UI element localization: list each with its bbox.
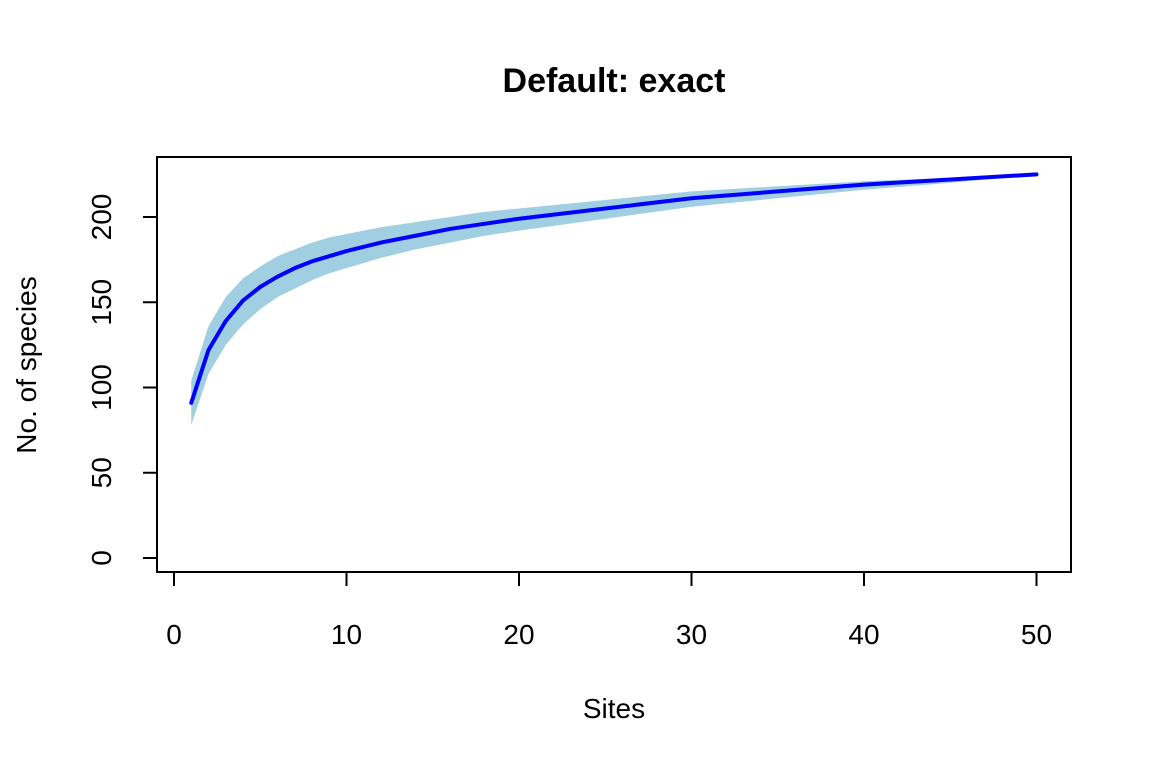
x-tick-label: 0	[166, 619, 182, 650]
x-tick-label: 20	[503, 619, 534, 650]
y-tick-label: 100	[86, 364, 117, 411]
chart-title: Default: exact	[503, 62, 726, 100]
x-tick-label: 50	[1021, 619, 1052, 650]
confidence-band	[191, 174, 1037, 426]
x-axis-label: Sites	[583, 693, 645, 724]
x-axis: 0 10 20 30 40 50	[166, 571, 1052, 650]
y-axis: 0 50 100 150 200	[86, 194, 158, 566]
y-axis-label: No. of species	[11, 276, 42, 453]
x-tick-label: 40	[848, 619, 879, 650]
plot-area-frame	[156, 156, 1072, 573]
y-tick-label: 0	[86, 550, 117, 566]
data-layer	[189, 172, 1039, 426]
x-tick-label: 10	[331, 619, 362, 650]
y-tick-label: 200	[86, 194, 117, 241]
accumulation-curve-line	[189, 172, 1039, 405]
x-tick-label: 30	[676, 619, 707, 650]
y-tick-label: 50	[86, 457, 117, 488]
y-tick-label: 150	[86, 279, 117, 326]
